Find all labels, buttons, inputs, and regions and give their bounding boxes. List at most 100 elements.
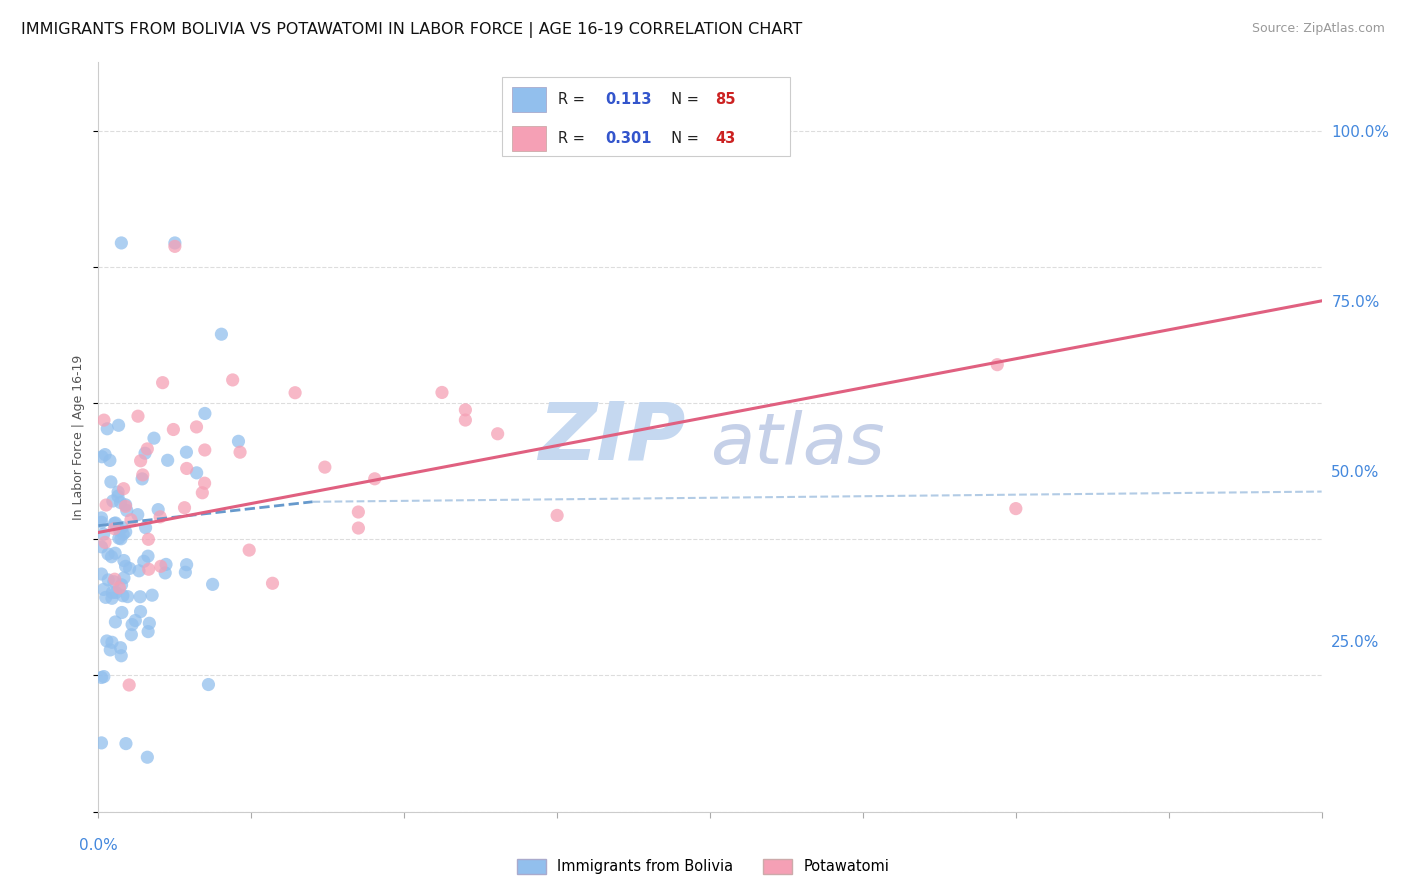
Point — [114, 559, 136, 574]
Point — [314, 460, 336, 475]
Text: N =: N = — [662, 92, 704, 107]
Point — [141, 588, 163, 602]
Point — [114, 524, 136, 539]
Point — [118, 561, 141, 575]
Point — [100, 475, 122, 489]
Point — [176, 445, 198, 459]
Point — [101, 585, 124, 599]
Point — [90, 511, 112, 525]
Text: 0.301: 0.301 — [605, 131, 651, 146]
Text: 0.0%: 0.0% — [79, 838, 118, 853]
Point — [120, 628, 142, 642]
Point — [115, 503, 138, 517]
Point — [209, 327, 232, 342]
Point — [138, 616, 160, 631]
Point — [114, 498, 136, 512]
Point — [112, 553, 135, 567]
Point — [238, 543, 260, 558]
Point — [347, 505, 370, 519]
Point — [90, 540, 112, 554]
Point — [136, 750, 159, 764]
Text: R =: R = — [558, 92, 595, 107]
Point — [107, 418, 129, 433]
Point — [107, 485, 129, 500]
Point — [100, 549, 122, 564]
Point — [110, 235, 132, 250]
Point — [143, 431, 166, 445]
Point — [136, 549, 159, 563]
Point — [163, 235, 186, 250]
Point — [430, 385, 453, 400]
Point — [153, 566, 176, 580]
Point — [197, 677, 219, 691]
Point — [176, 461, 198, 475]
Point — [127, 409, 149, 424]
Point — [347, 521, 370, 535]
Point — [152, 376, 174, 390]
Point — [146, 502, 169, 516]
Point — [986, 358, 1008, 372]
Point — [98, 453, 121, 467]
Point — [110, 648, 132, 663]
Point — [104, 615, 127, 629]
Point — [90, 671, 112, 685]
FancyBboxPatch shape — [512, 126, 546, 152]
Y-axis label: In Labor Force | Age 16-19: In Labor Force | Age 16-19 — [72, 354, 86, 520]
Point — [94, 535, 117, 549]
Point — [114, 500, 136, 514]
Text: N =: N = — [662, 131, 704, 146]
Point — [155, 558, 177, 572]
Point — [486, 426, 509, 441]
Point — [93, 413, 115, 427]
Point — [186, 420, 208, 434]
Point — [120, 513, 142, 527]
Point — [221, 373, 243, 387]
Point — [101, 635, 124, 649]
Point — [91, 450, 114, 464]
Point — [103, 574, 125, 589]
Point — [194, 442, 217, 457]
Point — [103, 516, 125, 531]
Point — [105, 585, 128, 599]
Point — [194, 407, 217, 421]
Point — [194, 476, 217, 491]
Point — [186, 466, 208, 480]
Point — [129, 454, 152, 468]
Point — [124, 614, 146, 628]
Point — [228, 434, 250, 449]
Point — [108, 523, 131, 537]
Point — [107, 489, 129, 503]
Point — [149, 559, 172, 574]
Point — [454, 413, 477, 427]
Point — [262, 576, 284, 591]
Point — [104, 546, 127, 560]
Point — [104, 572, 127, 586]
Point — [174, 566, 197, 580]
Point — [138, 533, 160, 547]
Point — [117, 590, 139, 604]
Text: 43: 43 — [714, 131, 735, 146]
Point — [110, 578, 132, 592]
Text: R =: R = — [558, 131, 595, 146]
Point — [135, 521, 157, 535]
Point — [131, 472, 153, 486]
Point — [121, 617, 143, 632]
Point — [110, 532, 132, 546]
Point — [90, 567, 112, 582]
Point — [97, 547, 120, 561]
Point — [111, 520, 134, 534]
Point — [229, 445, 252, 459]
Point — [110, 640, 132, 655]
Point — [162, 423, 184, 437]
Point — [110, 495, 132, 509]
Point — [546, 508, 568, 523]
Point — [112, 527, 135, 541]
Text: Source: ZipAtlas.com: Source: ZipAtlas.com — [1251, 22, 1385, 36]
Point — [118, 678, 141, 692]
Text: atlas: atlas — [710, 410, 884, 479]
Point — [111, 589, 134, 603]
Point — [94, 591, 117, 605]
Point — [112, 571, 135, 585]
Point — [96, 422, 118, 436]
Point — [128, 564, 150, 578]
